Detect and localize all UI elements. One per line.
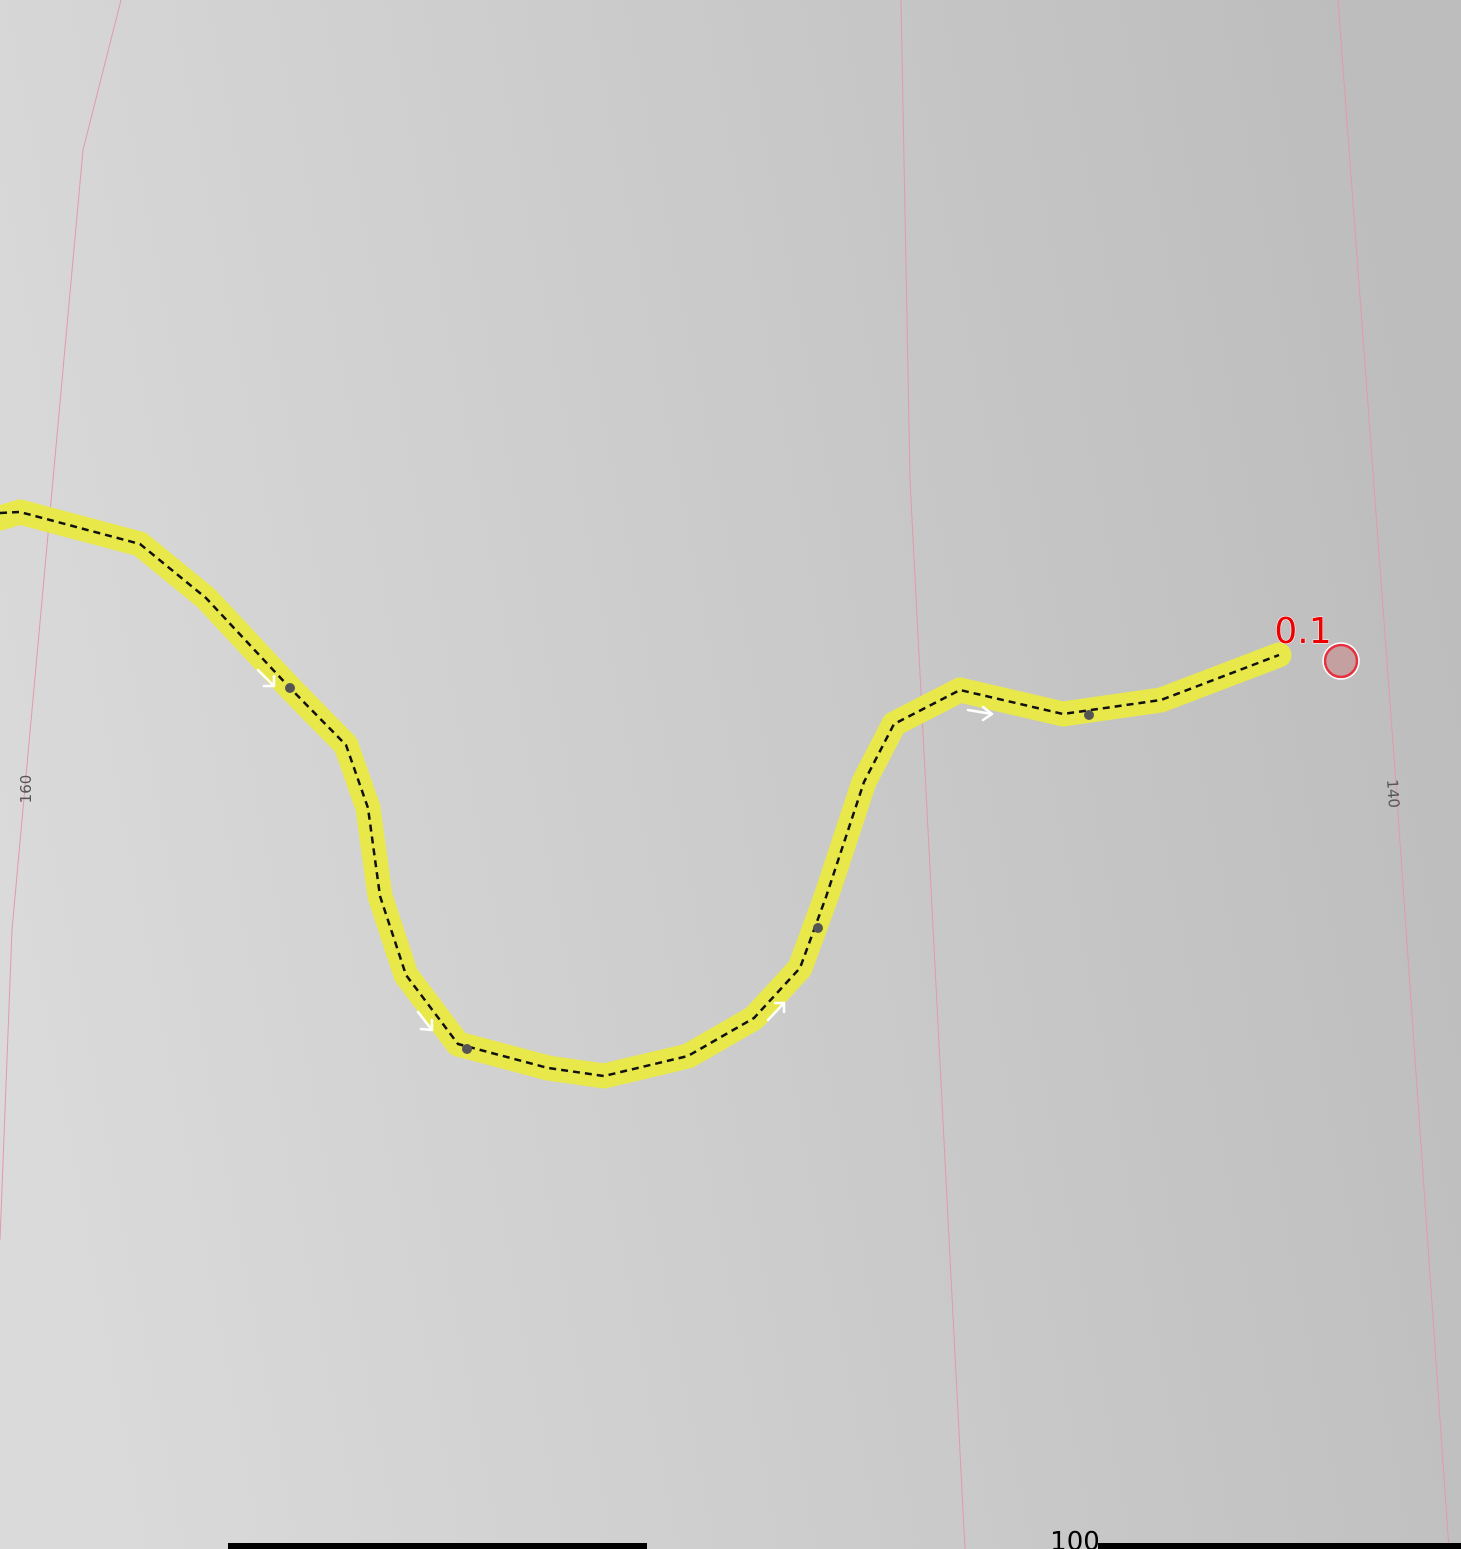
contour-line-140: [1337, 0, 1450, 1549]
direction-arrow-icon: [966, 705, 994, 722]
waypoint[interactable]: [285, 683, 295, 693]
direction-arrow-icon: [256, 668, 276, 688]
contour-line-150: [900, 0, 966, 1549]
contour-label-160: 160: [17, 775, 35, 804]
route-dashed-line: [0, 510, 1280, 1078]
distance-marker[interactable]: 0.1: [1274, 611, 1360, 680]
distance-marker-label: 0.1: [1274, 611, 1331, 652]
scale-bar-segment: [228, 1543, 647, 1549]
waypoints: [285, 683, 1094, 1054]
waypoint[interactable]: [813, 923, 823, 933]
route[interactable]: [0, 499, 1292, 1089]
direction-arrow-icon: [416, 1010, 434, 1032]
distance-marker-circle[interactable]: [1323, 643, 1359, 679]
direction-arrow-icon: [766, 1001, 786, 1022]
scale-bar-segment: [1098, 1543, 1461, 1549]
contour-line-160: [0, 0, 122, 1241]
distance-marker-ring: [1322, 642, 1360, 680]
contour-label-140: 140: [1383, 779, 1403, 809]
waypoint[interactable]: [1084, 710, 1094, 720]
waypoint[interactable]: [462, 1044, 472, 1054]
scale-bar: 100: [228, 1527, 1461, 1549]
direction-arrows: [256, 668, 994, 1032]
scale-bar-label: 100: [1050, 1527, 1100, 1549]
contour-labels: 160 140: [17, 775, 1403, 809]
